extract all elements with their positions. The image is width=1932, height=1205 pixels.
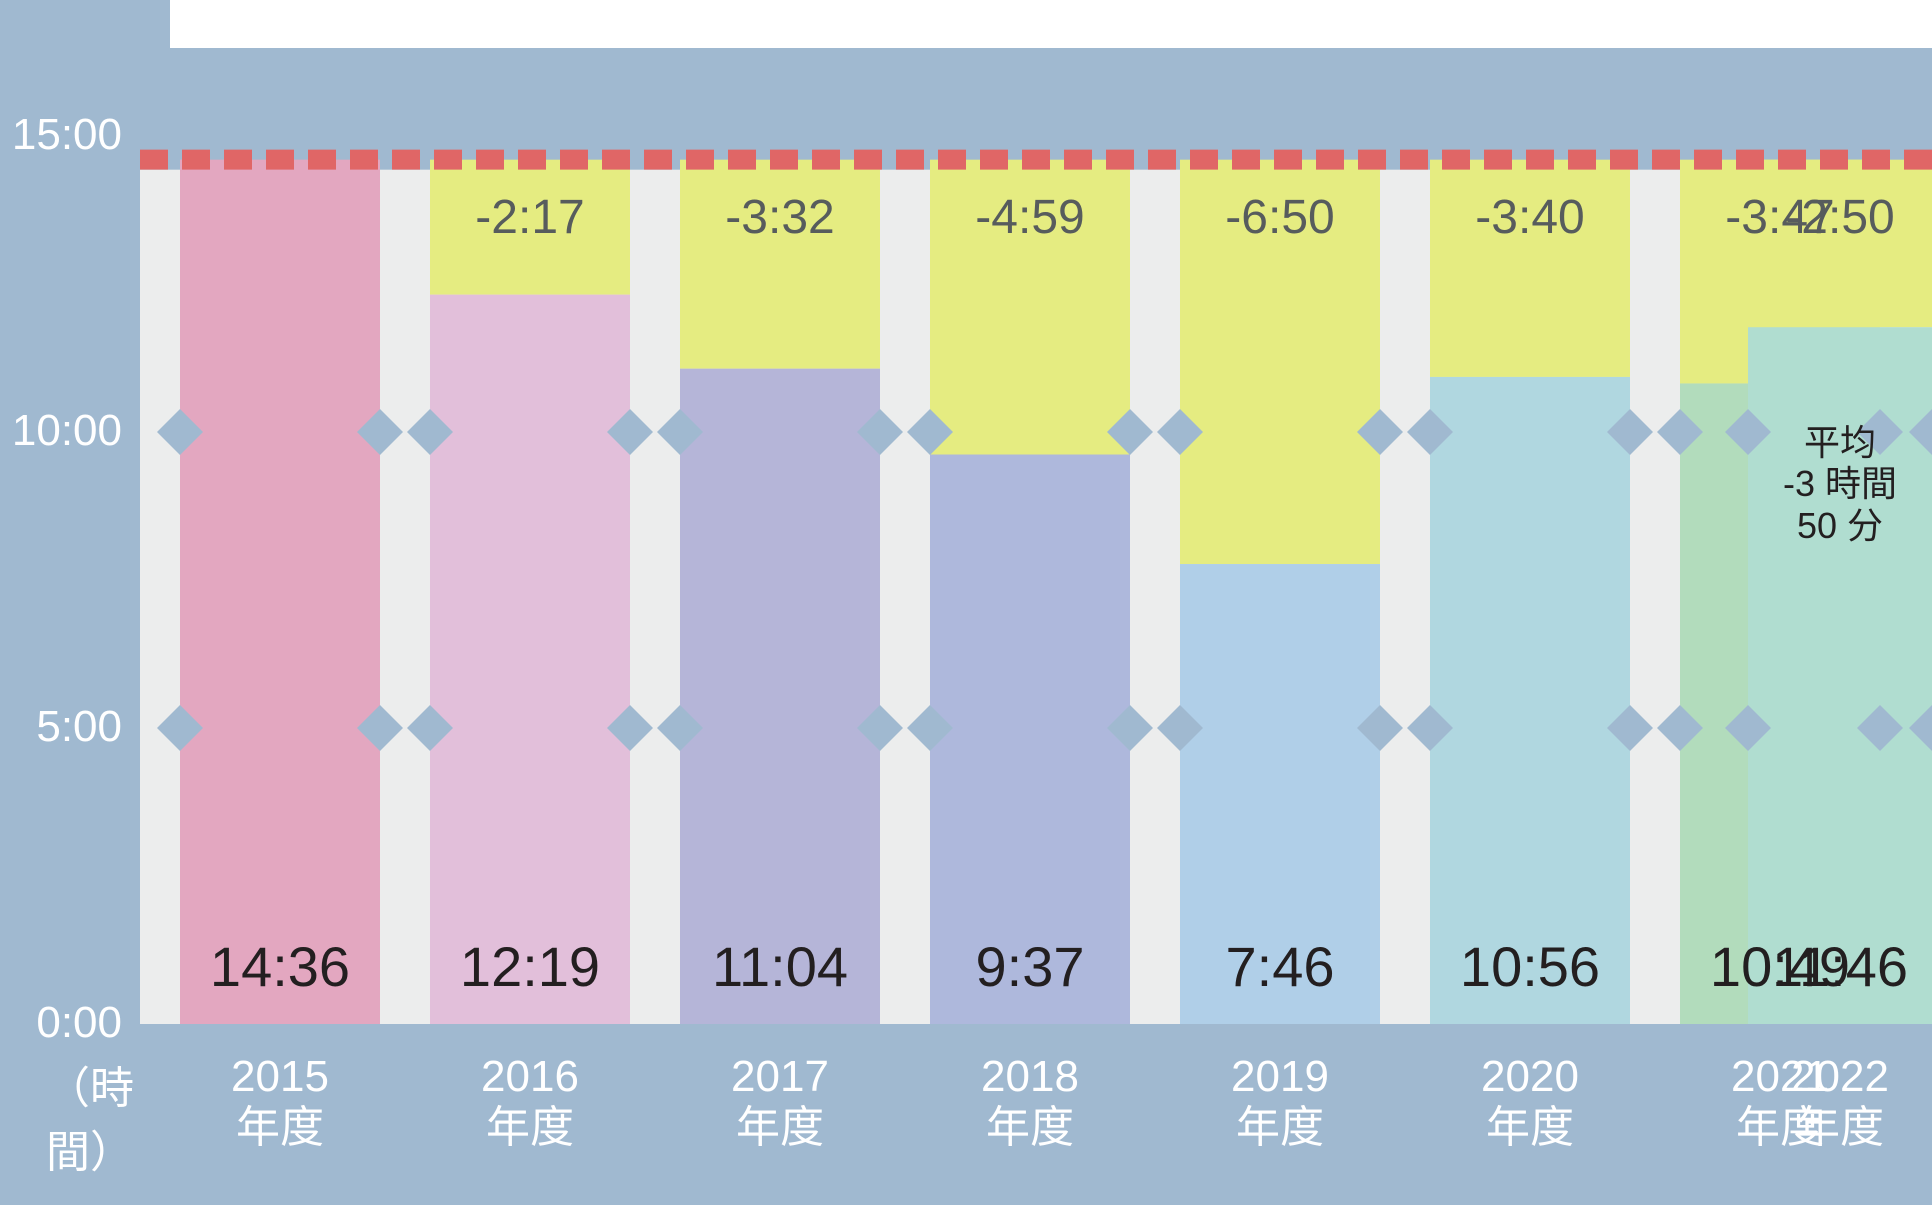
x-axis-label: 2015 年度	[160, 1052, 400, 1153]
chart-root: 0:00 5:00 10:00 15:00 （時間） 14:36 2015 年度 -2:17 1…	[0, 0, 1932, 1205]
diff-label: -4:59	[930, 190, 1130, 245]
diff-label: -3:32	[680, 190, 880, 245]
value-bar	[430, 295, 630, 1024]
diff-label: -6:50	[1180, 190, 1380, 245]
value-label: 11:46	[1728, 934, 1932, 999]
y-unit-label: （時間）	[0, 1052, 134, 1180]
avg-label: 平均 -3 時間 50 分	[1748, 422, 1932, 546]
value-label: 9:37	[910, 934, 1150, 999]
value-label: 14:36	[160, 934, 400, 999]
x-axis-label: 2016 年度	[410, 1052, 650, 1153]
diff-label: -2:50	[1748, 190, 1932, 245]
value-bar	[1430, 377, 1630, 1024]
x-axis-label: 2022 年度	[1728, 1052, 1932, 1153]
y-tick-label: 0:00	[0, 998, 122, 1048]
y-tick-label: 10:00	[0, 406, 122, 456]
title-band	[170, 0, 1932, 48]
x-axis-label: 2018 年度	[910, 1052, 1150, 1153]
y-tick-label: 15:00	[0, 110, 122, 160]
x-axis-label: 2020 年度	[1410, 1052, 1650, 1153]
x-axis-label: 2017 年度	[660, 1052, 900, 1153]
value-label: 11:04	[660, 934, 900, 999]
value-bar	[180, 160, 380, 1024]
x-axis-label: 2019 年度	[1160, 1052, 1400, 1153]
value-label: 7:46	[1160, 934, 1400, 999]
diff-label: -2:17	[430, 190, 630, 245]
value-bar	[680, 369, 880, 1024]
value-label: 10:56	[1410, 934, 1650, 999]
diff-label: -3:40	[1430, 190, 1630, 245]
chart-svg	[0, 0, 1932, 1205]
y-tick-label: 5:00	[0, 702, 122, 752]
value-label: 12:19	[410, 934, 650, 999]
